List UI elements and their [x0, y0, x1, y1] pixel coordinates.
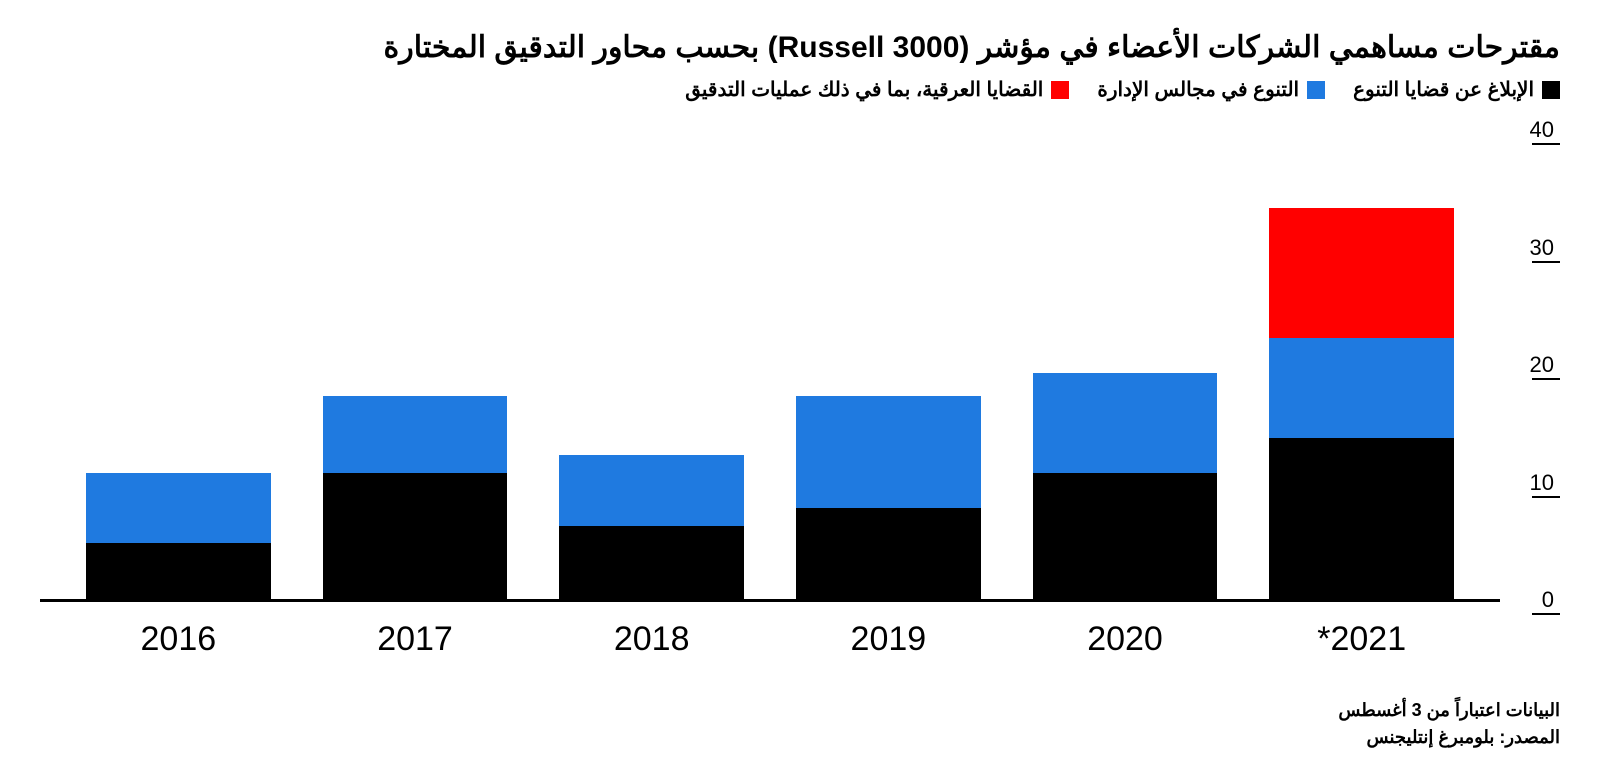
footer-source: المصدر: بلومبرغ إنتليجنس [40, 724, 1560, 751]
bar [796, 396, 981, 602]
bar-segment-black [323, 473, 508, 602]
bar-segment-black [1269, 438, 1454, 603]
y-tick-label: 30 [1500, 237, 1560, 259]
chart-legend: الإبلاغ عن قضايا التنوع التنوع في مجالس ا… [40, 77, 1560, 102]
bar-slot [770, 132, 1007, 602]
bar-slot [297, 132, 534, 602]
x-tick-label: 2018 [533, 620, 770, 659]
bar-segment-blue [1033, 373, 1218, 473]
bar [1269, 208, 1454, 602]
bar-segment-black [86, 543, 271, 602]
bar-segment-blue [796, 396, 981, 508]
x-tick-label: 2020 [1007, 620, 1244, 659]
chart-area: 010203040 [40, 132, 1560, 602]
x-tick-label: 2017 [297, 620, 534, 659]
bar-segment-black [559, 526, 744, 602]
legend-item: القضايا العرقية، بما في ذلك عمليات التدق… [685, 77, 1069, 102]
bar-segment-black [796, 508, 981, 602]
chart-footer: البيانات اعتباراً من 3 أغسطس المصدر: بلو… [40, 697, 1560, 751]
y-tick: 40 [1500, 119, 1560, 145]
y-tick-mark [1532, 378, 1560, 380]
bars-container [40, 132, 1500, 602]
bar-segment-red [1269, 208, 1454, 337]
bar-slot [533, 132, 770, 602]
x-tick-label: *2021 [1243, 620, 1480, 659]
bar-segment-black [1033, 473, 1218, 602]
chart-title: مقترحات مساهمي الشركات الأعضاء في مؤشر (… [40, 30, 1560, 65]
y-axis: 010203040 [1500, 132, 1560, 602]
legend-item: التنوع في مجالس الإدارة [1097, 77, 1325, 102]
bar-slot [1243, 132, 1480, 602]
x-axis: 20162017201820192020*2021 [40, 620, 1500, 659]
bar [86, 473, 271, 602]
bar-segment-blue [1269, 338, 1454, 438]
legend-swatch [1051, 81, 1069, 99]
y-tick: 0 [1500, 589, 1560, 615]
bar [323, 396, 508, 602]
bar [559, 455, 744, 602]
y-tick-label: 40 [1500, 119, 1560, 141]
footer-note: البيانات اعتباراً من 3 أغسطس [40, 697, 1560, 724]
bar-segment-blue [86, 473, 271, 544]
legend-swatch [1542, 81, 1560, 99]
legend-label: التنوع في مجالس الإدارة [1097, 77, 1299, 102]
x-tick-label: 2016 [60, 620, 297, 659]
plot-area [40, 132, 1500, 602]
y-tick-label: 10 [1500, 472, 1560, 494]
y-tick-mark [1532, 261, 1560, 263]
y-tick-label: 0 [1500, 589, 1560, 611]
y-tick-mark [1532, 143, 1560, 145]
legend-swatch [1307, 81, 1325, 99]
y-tick: 30 [1500, 237, 1560, 263]
legend-item: الإبلاغ عن قضايا التنوع [1353, 77, 1560, 102]
bar-slot [60, 132, 297, 602]
y-tick-mark [1532, 613, 1560, 615]
x-baseline [40, 599, 1500, 602]
bar [1033, 373, 1218, 602]
y-tick-mark [1532, 496, 1560, 498]
bar-segment-blue [559, 455, 744, 526]
bar-segment-blue [323, 396, 508, 472]
y-tick: 20 [1500, 354, 1560, 380]
x-tick-label: 2019 [770, 620, 1007, 659]
y-tick: 10 [1500, 472, 1560, 498]
legend-label: الإبلاغ عن قضايا التنوع [1353, 77, 1534, 102]
bar-slot [1007, 132, 1244, 602]
legend-label: القضايا العرقية، بما في ذلك عمليات التدق… [685, 77, 1043, 102]
y-tick-label: 20 [1500, 354, 1560, 376]
